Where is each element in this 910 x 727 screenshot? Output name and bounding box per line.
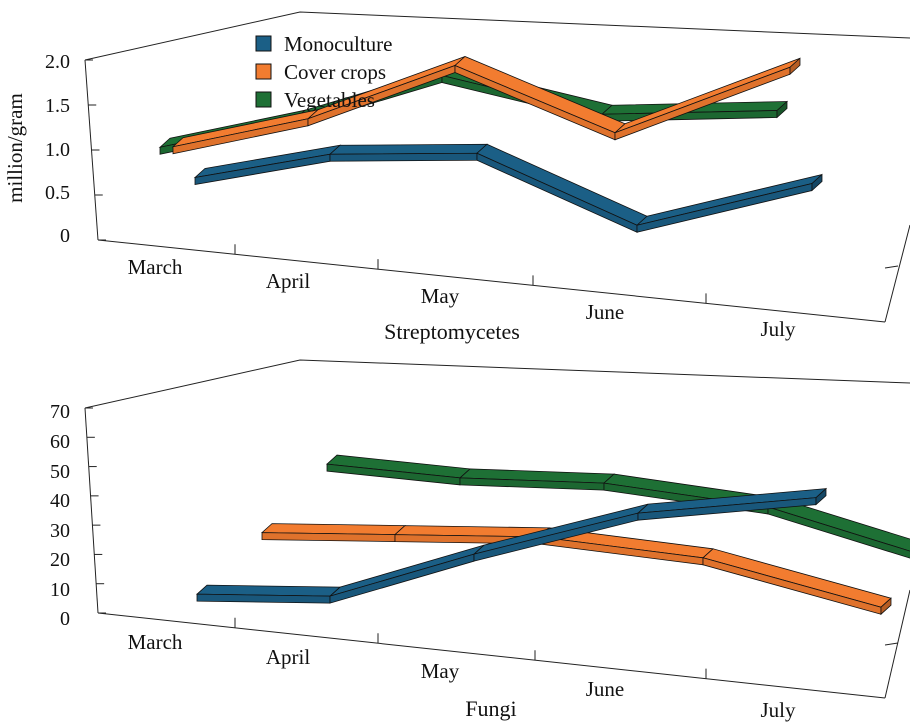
legend-swatch — [255, 35, 272, 52]
ribbon-end-cap — [776, 100, 788, 119]
series-cover-crops — [260, 523, 892, 616]
x-tick-label: June — [586, 300, 625, 324]
x-axis — [97, 612, 886, 699]
legend-swatch — [255, 63, 272, 80]
ribbon-segment — [329, 152, 478, 162]
y-tick-label: 60 — [50, 431, 70, 453]
back-wall-frame — [84, 11, 910, 61]
right-wall-edge — [884, 589, 910, 699]
x-tick-label: June — [586, 677, 625, 701]
ribbon-top-face — [702, 548, 892, 608]
ribbon-end-cap — [789, 57, 801, 76]
ribbon-end-cap — [811, 173, 823, 192]
x-tick-label: March — [128, 630, 183, 654]
ribbon-segment — [636, 182, 813, 233]
legend-item: Cover crops — [255, 60, 386, 84]
legend-label: Vegetables — [284, 88, 375, 112]
right-wall-tick — [884, 265, 899, 269]
legend-item: Monoculture — [255, 32, 392, 56]
legend: Monoculture Cover crops Vegetables — [255, 32, 392, 112]
back-wall-frame — [84, 359, 910, 409]
y-tick-label: 40 — [50, 490, 70, 512]
ribbon-top-face — [454, 56, 626, 134]
series-monoculture — [195, 487, 828, 604]
ribbon-segment — [196, 593, 331, 604]
y-axis — [84, 407, 99, 614]
ribbon-segment — [329, 553, 475, 604]
legend-label: Cover crops — [284, 60, 386, 84]
y-tick-label: 1.5 — [45, 95, 70, 117]
y-tick-label: 1.0 — [45, 139, 70, 161]
x-axis — [97, 239, 886, 323]
ribbon-top-face — [614, 57, 801, 134]
series-monoculture — [193, 143, 823, 233]
legend-item: Vegetables — [255, 88, 375, 112]
y-tick-label: 0 — [60, 225, 70, 247]
y-tick-label: 20 — [50, 549, 70, 571]
chart-title: Streptomycetes — [384, 319, 520, 344]
ribbon-segment — [476, 152, 638, 233]
right-wall-edge — [884, 224, 910, 323]
y-tick-label: 0.5 — [45, 182, 70, 204]
x-tick-label: May — [421, 659, 460, 683]
ribbon-top-face — [328, 143, 489, 155]
x-tick-label: March — [128, 255, 183, 279]
y-tick-label: 30 — [50, 520, 70, 542]
ribbon-segment — [702, 557, 882, 615]
legend-label: Monoculture — [284, 32, 392, 56]
x-tick-label: May — [421, 284, 460, 308]
chart-title: Fungi — [465, 696, 516, 721]
ribbon-end-cap — [880, 597, 892, 616]
ribbon-top-face — [636, 174, 823, 226]
y-tick-label: 70 — [50, 401, 70, 423]
y-tick-label: 10 — [50, 579, 70, 601]
y-tick-label: 50 — [50, 461, 70, 483]
ribbon-end-cap — [815, 487, 827, 506]
x-tick-label: April — [266, 269, 310, 293]
x-tick-label: April — [266, 645, 310, 669]
panel-streptomycetes: 0 0.5 1.0 1.5 2.0 million/gram March Apr… — [3, 11, 910, 344]
series-cover-crops — [171, 56, 801, 155]
y-tick-label: 0 — [60, 608, 70, 630]
ribbon-segment — [261, 532, 396, 543]
x-tick-label: July — [760, 698, 796, 722]
y-axis-label: million/gram — [3, 93, 27, 203]
legend-swatch — [255, 91, 272, 108]
panel-fungi: 0 10 20 30 40 50 60 70 March April May J… — [50, 359, 910, 722]
right-wall-tick — [884, 642, 899, 646]
ribbon-segment — [767, 506, 910, 559]
ribbon-top-face — [329, 544, 485, 597]
y-tick-label: 2.0 — [45, 51, 70, 73]
x-tick-label: July — [760, 317, 796, 341]
ribbon-top-face — [476, 143, 648, 226]
